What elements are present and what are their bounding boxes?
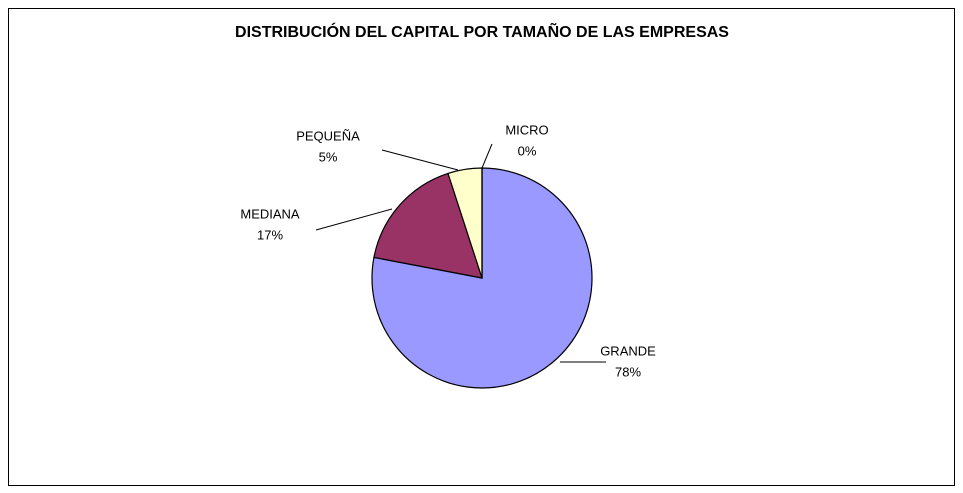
leader-line xyxy=(315,208,393,231)
slice-value-label: 0% xyxy=(518,143,537,158)
leader-line xyxy=(381,149,459,171)
leader-line xyxy=(481,143,493,169)
slice-label: PEQUEÑA xyxy=(296,128,360,143)
slice-value-label: 78% xyxy=(615,364,641,379)
slice-label: MEDIANA xyxy=(240,206,300,221)
chart-title: DISTRIBUCIÓN DEL CAPITAL POR TAMAÑO DE L… xyxy=(235,21,729,41)
slice-value-label: 17% xyxy=(257,227,283,242)
slice-label: MICRO xyxy=(505,122,548,137)
pie-slice xyxy=(373,172,483,279)
slice-value-label: 5% xyxy=(319,149,338,164)
slice-label: GRANDE xyxy=(600,343,656,358)
